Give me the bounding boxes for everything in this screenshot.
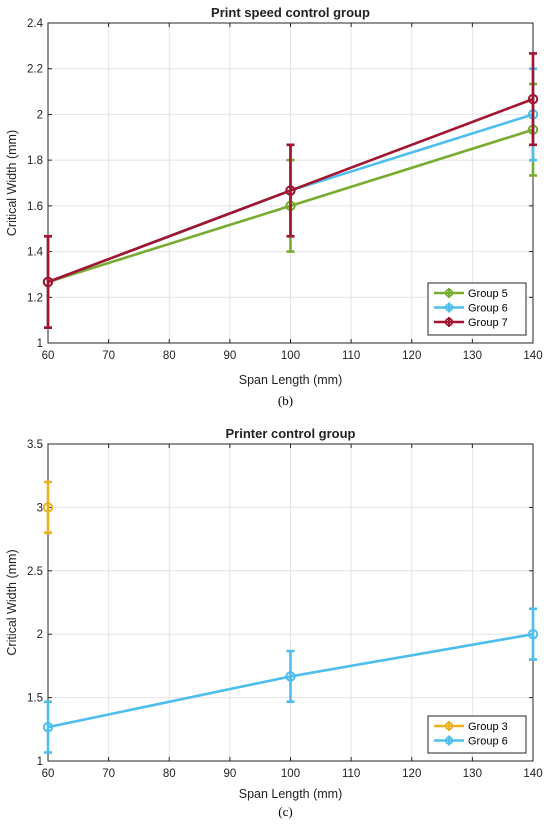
data-point: [527, 93, 539, 105]
x-tick-label: 100: [281, 768, 300, 780]
x-tick-label: 90: [223, 768, 236, 780]
data-point: [285, 671, 296, 682]
x-axis-label: Span Length (mm): [239, 787, 343, 801]
legend-label: Group 7: [468, 317, 508, 329]
x-tick-label: 60: [42, 350, 55, 362]
x-tick-label: 90: [223, 350, 236, 362]
y-tick-label: 1: [37, 756, 43, 768]
y-tick-label: 1.2: [27, 292, 43, 304]
legend-marker: [444, 736, 454, 745]
y-tick-label: 2.2: [27, 64, 43, 76]
y-tick-label: 2: [37, 629, 43, 641]
legend-box: [427, 715, 527, 754]
legend-marker: [444, 303, 454, 312]
x-tick-label: 70: [102, 350, 115, 362]
figure-caption: (b): [278, 393, 293, 408]
x-tick-label: 120: [402, 350, 421, 362]
legend-marker: [444, 721, 454, 731]
legend-label: Group 3: [468, 721, 508, 733]
legend: Group 3 Group 6: [427, 715, 527, 754]
y-tick-label: 1.6: [27, 201, 43, 213]
x-tick-label: 80: [163, 768, 176, 780]
chart-title: Print speed control group: [211, 5, 370, 20]
legend-label: Group 6: [468, 736, 508, 748]
x-tick-label: 120: [402, 768, 421, 780]
chart-title: Printer control group: [226, 426, 356, 441]
series-group-3: [42, 480, 54, 535]
x-tick-label: 130: [463, 768, 482, 780]
y-tick-label: 3: [37, 502, 43, 514]
legend-label: Group 6: [468, 303, 508, 315]
x-tick-label: 80: [163, 350, 176, 362]
data-point: [527, 629, 539, 640]
y-axis-label: Critical Width (mm): [5, 130, 19, 236]
chart-panel-2: 60 70 80 90 100 110 120 130 140 1 1.5 2 2.5 3 3.5 Print…: [5, 426, 543, 819]
figure-caption: (c): [278, 804, 292, 819]
data-point: [285, 185, 296, 196]
legend-marker: [444, 288, 454, 298]
chart-panel-1: 60 70 80 90 100 110 120 130 140 1 1.2 1.4 1.6 1.8 2 2.2…: [5, 5, 543, 408]
series-group-6: [42, 607, 539, 754]
x-tick-label: 100: [281, 350, 300, 362]
data-point: [42, 721, 54, 733]
y-tick-label: 2: [37, 109, 43, 121]
data-point: [42, 276, 54, 288]
y-tick-label: 1.4: [27, 247, 44, 259]
y-tick-label: 1.8: [27, 155, 43, 167]
x-tick-label: 60: [42, 768, 55, 780]
x-tick-label: 130: [463, 350, 482, 362]
y-axis-label: Critical Width (mm): [5, 549, 19, 655]
y-tick-label: 3.5: [27, 439, 43, 451]
x-axis-label: Span Length (mm): [239, 373, 343, 387]
y-tick-label: 1.5: [27, 693, 43, 705]
legend-marker: [444, 317, 454, 327]
y-tick-label: 1: [37, 338, 43, 350]
x-tick-label: 70: [102, 768, 115, 780]
y-tick-label: 2.4: [27, 18, 44, 30]
x-tick-label: 140: [523, 768, 542, 780]
x-tick-label: 110: [342, 350, 360, 362]
legend: Group 5 Group 6 Group 7: [427, 282, 527, 336]
series-group-7: [42, 52, 539, 329]
legend-label: Group 5: [468, 288, 508, 300]
y-tick-label: 2.5: [27, 566, 43, 578]
x-tick-label: 110: [342, 768, 360, 780]
data-point: [42, 502, 54, 513]
legend-box: [427, 282, 527, 336]
x-tick-label: 140: [523, 350, 542, 362]
